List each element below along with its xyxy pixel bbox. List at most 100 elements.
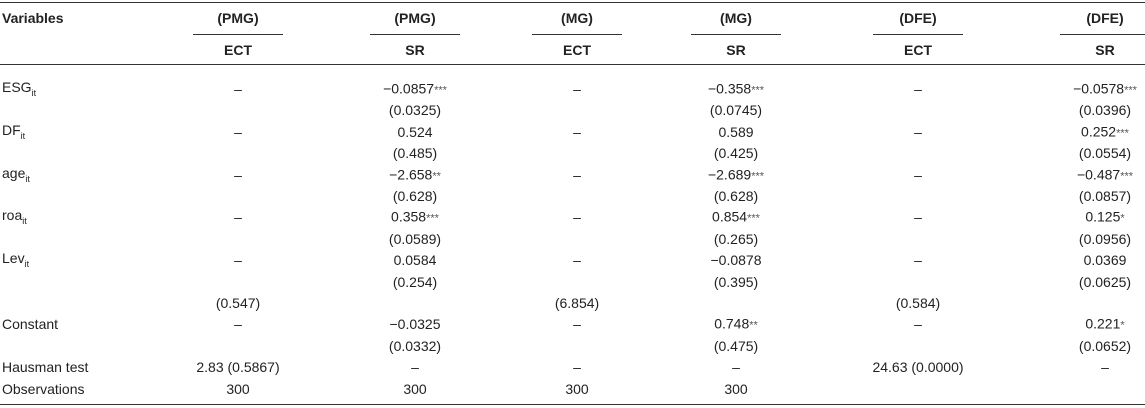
row-label: ageit: [2, 166, 30, 184]
label-text: roa: [2, 207, 23, 224]
group-rule: [193, 34, 283, 35]
cell: –: [573, 359, 581, 376]
label-text: Lev: [2, 250, 25, 267]
cell: −0.358***: [708, 82, 764, 97]
cell: 300: [226, 380, 250, 397]
cell: –: [234, 123, 242, 140]
significance-stars: *: [1120, 212, 1125, 225]
group-header: (MG): [561, 10, 593, 26]
cell: (0.0396): [1078, 102, 1132, 119]
cell: (0.254): [392, 273, 438, 290]
cell: 0.524: [397, 123, 433, 140]
cell-value: 0.252: [1081, 123, 1117, 140]
sub-header: ECT: [904, 42, 932, 58]
cell: −0.0578***: [1073, 82, 1137, 97]
significance-stars: ***: [426, 212, 439, 225]
cell: (0.0652): [1078, 337, 1132, 354]
cell-value: −0.0578: [1073, 80, 1125, 97]
group-header: (MG): [720, 10, 752, 26]
group-rule: [532, 34, 622, 35]
cell: –: [234, 252, 242, 269]
cell-value: 0.358: [391, 208, 427, 225]
significance-stars: ***: [1116, 127, 1129, 140]
cell: –: [914, 166, 922, 183]
cell: –: [573, 81, 581, 97]
cell: 0.358***: [391, 210, 439, 225]
cell: (0.0956): [1078, 230, 1132, 247]
rule-top: [0, 2, 1145, 3]
cell: (0.0589): [388, 230, 442, 247]
significance-stars: **: [432, 170, 441, 183]
row-label: Levit: [2, 251, 29, 269]
cell: (0.485): [392, 145, 438, 162]
significance-stars: ***: [1120, 170, 1134, 183]
cell: 300: [403, 380, 427, 397]
cell: (0.628): [713, 188, 759, 204]
cell-value: −0.358: [707, 80, 752, 97]
cell: –: [914, 316, 922, 333]
cell: −0.0857***: [383, 82, 447, 97]
cell: –: [234, 81, 242, 97]
cell: 0.252***: [1081, 124, 1129, 139]
cell: –: [234, 209, 242, 226]
group-rule: [691, 34, 781, 35]
sub-header: SR: [726, 42, 746, 58]
cell: −2.658**: [389, 167, 441, 182]
label-text: ESG: [2, 79, 32, 96]
cell-value: −2.689: [707, 166, 752, 183]
cell: −0.0325: [389, 316, 441, 333]
cell-value: 0.854: [712, 208, 748, 225]
rule-bottom: [0, 404, 1145, 405]
group-header: (DFE): [899, 10, 937, 26]
significance-stars: ***: [747, 212, 760, 225]
cell: 0.221*: [1085, 317, 1124, 332]
cell: (0.425): [713, 145, 759, 162]
row-label: Hausman test: [2, 359, 89, 376]
cell: (0.0554): [1078, 145, 1132, 162]
cell: 0.748**: [714, 317, 758, 332]
cell-value: −0.487: [1076, 166, 1121, 183]
significance-stars: *: [1120, 319, 1125, 332]
sub-header: SR: [1095, 42, 1115, 58]
row-label: roait: [2, 208, 27, 226]
header-first: Variables: [2, 10, 64, 26]
cell: (6.854): [554, 295, 600, 311]
label-subscript: it: [25, 173, 30, 184]
cell: 24.63 (0.0000): [872, 359, 964, 376]
cell: (0.0857): [1078, 188, 1132, 204]
cell-value: 0.748: [714, 315, 750, 332]
cell: 0.125*: [1085, 210, 1124, 225]
cell: –: [914, 252, 922, 269]
cell: –: [573, 209, 581, 226]
cell-value: 0.221: [1085, 315, 1121, 332]
label-subscript: it: [22, 216, 27, 227]
group-header: (PMG): [394, 10, 436, 26]
group-header: (DFE): [1086, 10, 1124, 26]
group-rule: [370, 34, 460, 35]
cell: –: [573, 316, 581, 333]
cell: 0.854***: [712, 210, 760, 225]
cell: (0.395): [713, 273, 759, 290]
label-subscript: it: [20, 130, 26, 141]
cell: –: [1101, 359, 1109, 376]
cell: 300: [724, 380, 748, 397]
cell: –: [914, 209, 922, 226]
significance-stars: ***: [751, 170, 765, 183]
cell: (0.584): [895, 295, 941, 311]
cell: –: [573, 123, 581, 140]
cell: (0.628): [392, 188, 438, 204]
cell: (0.0332): [388, 337, 442, 354]
cell: –: [573, 252, 581, 269]
cell: (0.0625): [1078, 273, 1132, 290]
cell: 2.83 (0.5867): [196, 359, 280, 376]
cell: (0.0325): [388, 102, 442, 119]
significance-stars: **: [749, 319, 758, 332]
cell: –: [234, 316, 242, 333]
cell-value: 0.125: [1085, 208, 1121, 225]
rule-header: [0, 64, 1145, 65]
cell: (0.547): [215, 295, 261, 311]
cell: –: [411, 359, 419, 376]
cell: −0.487***: [1077, 167, 1133, 182]
row-label: Observations: [2, 380, 85, 397]
row-label: DFit: [2, 123, 25, 141]
